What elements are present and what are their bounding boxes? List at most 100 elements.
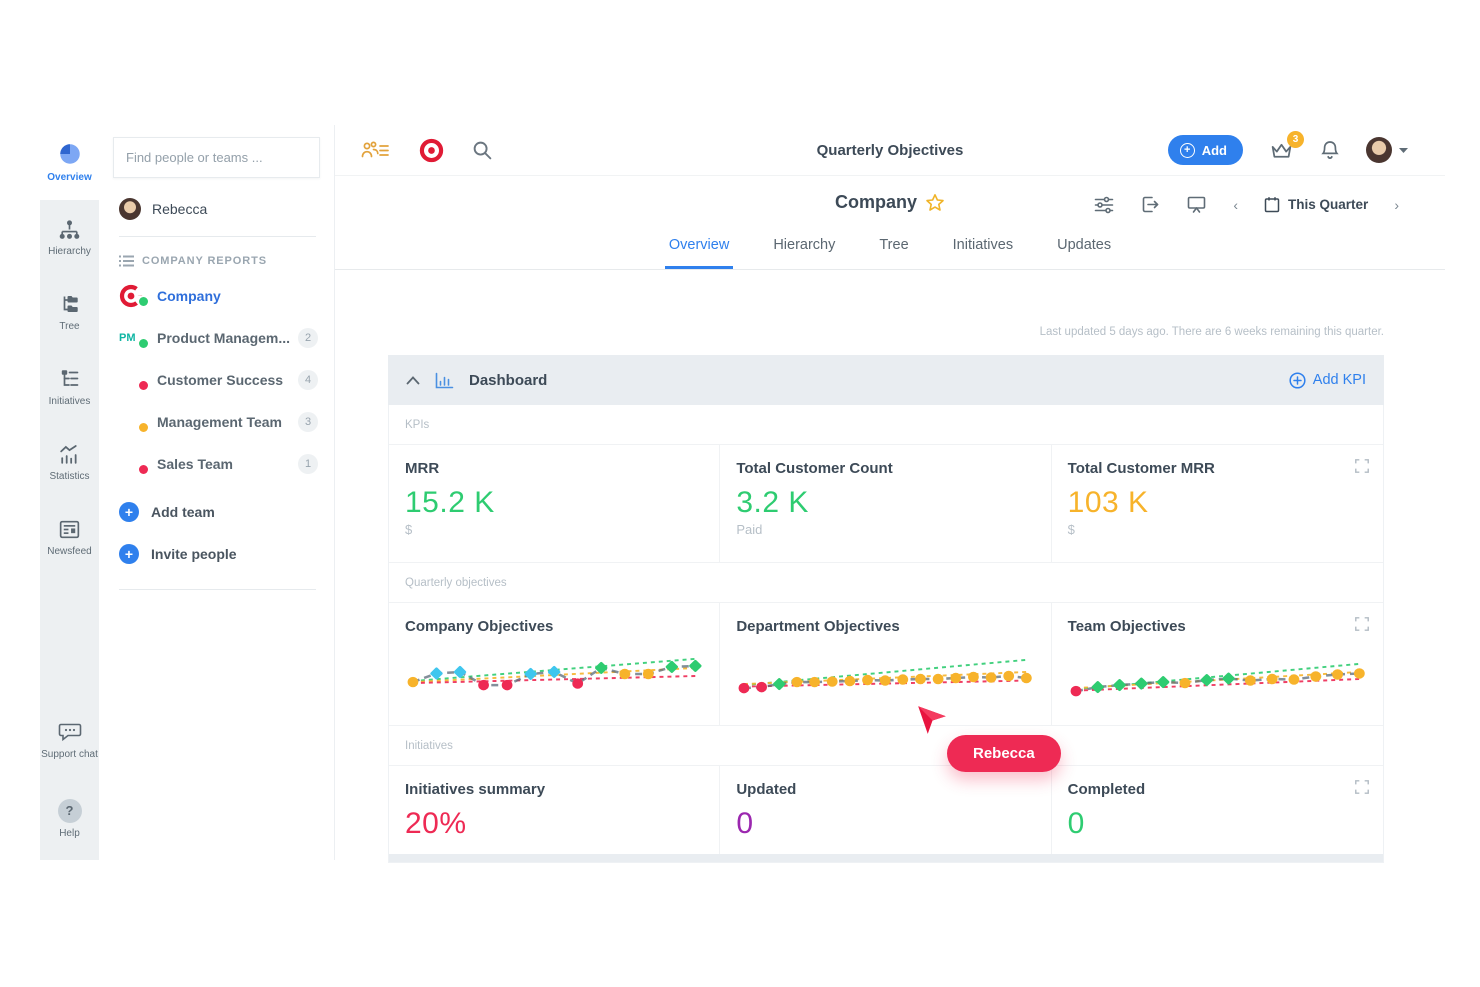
rail-item-hierarchy[interactable]: Hierarchy [40, 200, 99, 275]
tab-hierarchy[interactable]: Hierarchy [773, 237, 836, 253]
sidebar-item-product-management[interactable]: PM Product Managem... 2 [99, 317, 334, 359]
avatar [1366, 137, 1392, 163]
sidebar-item-sales-team[interactable]: Sales Team 1 [99, 443, 334, 485]
presentation-icon[interactable] [1186, 195, 1207, 214]
dashboard-title: Dashboard [469, 371, 548, 389]
tab-initiatives[interactable]: Initiatives [952, 237, 1014, 253]
rail-item-support-chat[interactable]: Support chat [40, 703, 99, 778]
upgrade-crown-button[interactable]: 3 [1269, 131, 1304, 160]
star-icon[interactable] [925, 193, 945, 213]
kpi-card-total-customer-mrr[interactable]: Total Customer MRR 103 K $ [1052, 445, 1383, 562]
card-title: MRR [405, 460, 440, 477]
chevron-down-icon [1399, 147, 1408, 153]
people-list-icon[interactable] [359, 140, 391, 160]
cursor-arrow-icon [918, 706, 946, 734]
pie-chart-icon [59, 144, 80, 164]
filter-sliders-icon[interactable] [1094, 196, 1114, 214]
card-value: 15.2 K [405, 486, 495, 519]
card-subtitle: Paid [736, 522, 763, 537]
card-value: 3.2 K [736, 486, 809, 519]
avatar [119, 198, 141, 220]
status-dot [139, 423, 148, 432]
page-toolbar: ‹ This Quarter › [1094, 195, 1399, 214]
count-badge: 4 [298, 370, 318, 390]
kpi-card-total-customer-count[interactable]: Total Customer Count 3.2 K Paid [720, 445, 1052, 562]
tab-updates[interactable]: Updates [1057, 237, 1112, 253]
action-label: Invite people [151, 546, 237, 562]
next-period-button[interactable]: › [1394, 196, 1399, 213]
card-completed[interactable]: Completed 0 [1052, 766, 1383, 854]
sidebar-item-customer-success[interactable]: Customer Success 4 [99, 359, 334, 401]
rail-item-help[interactable]: ? Help [40, 778, 99, 860]
divider [119, 589, 316, 590]
rail-label: Overview [47, 172, 92, 184]
count-badge: 2 [298, 328, 318, 348]
card-initiatives-summary[interactable]: Initiatives summary 20% [389, 766, 721, 854]
invite-people-button[interactable]: + Invite people [99, 533, 334, 575]
question-icon: ? [57, 798, 82, 823]
add-team-button[interactable]: + Add team [99, 491, 334, 533]
notification-badge: 3 [1287, 131, 1304, 148]
bullseye-logo-icon[interactable] [419, 138, 444, 163]
add-button[interactable]: + Add [1167, 135, 1243, 165]
add-kpi-button[interactable]: Add KPI [1289, 371, 1366, 389]
bar-chart-icon [435, 372, 454, 388]
search-input[interactable] [126, 150, 307, 165]
rail-item-initiatives[interactable]: Initiatives [40, 350, 99, 425]
sidebar: Rebecca COMPANY REPORTS Company PM Produ… [99, 125, 335, 860]
expand-icon[interactable] [1354, 458, 1370, 474]
card-updated[interactable]: Updated 0 [720, 766, 1052, 854]
entity-title: Company [834, 192, 917, 212]
plus-icon: + [119, 502, 139, 522]
folder-tree-icon [63, 295, 78, 312]
tab-tree[interactable]: Tree [879, 237, 909, 253]
chart-card-department-objectives[interactable]: Department Objectives [720, 603, 1052, 725]
next-section-strip[interactable] [389, 854, 1383, 862]
user-menu[interactable] [1366, 137, 1409, 163]
team-label: Sales Team [157, 456, 234, 472]
crown-icon [1271, 143, 1292, 158]
rail-item-tree[interactable]: Tree [40, 275, 99, 350]
rail-item-newsfeed[interactable]: Newsfeed [40, 500, 99, 575]
chart-card-company-objectives[interactable]: Company Objectives [389, 603, 721, 725]
card-value: 0 [736, 807, 754, 840]
topbar-left-icons [359, 138, 493, 163]
prev-period-button[interactable]: ‹ [1233, 196, 1239, 213]
chevron-up-icon[interactable] [406, 375, 420, 385]
bell-icon[interactable] [1320, 139, 1340, 161]
expand-icon[interactable] [1354, 616, 1370, 632]
sidebar-user-rebecca[interactable]: Rebecca [99, 184, 334, 232]
rail-item-overview[interactable]: Overview [40, 125, 99, 200]
card-title: Team Objectives [1067, 618, 1186, 635]
chart-card-team-objectives[interactable]: Team Objectives [1052, 603, 1383, 725]
rail-label: Support chat [41, 749, 98, 761]
export-icon[interactable] [1140, 195, 1160, 214]
sidebar-item-management-team[interactable]: Management Team 3 [99, 401, 334, 443]
period-selector[interactable]: This Quarter [1264, 196, 1368, 213]
list-tree-icon [61, 370, 78, 386]
card-value: 0 [1067, 807, 1085, 840]
rail-item-statistics[interactable]: Statistics [40, 425, 99, 500]
card-title: Department Objectives [736, 618, 900, 635]
tab-overview[interactable]: Overview [664, 227, 734, 269]
plus-icon: + [119, 544, 139, 564]
card-title: Company Objectives [405, 618, 554, 635]
card-title: Completed [1067, 781, 1146, 798]
rail-label: Hierarchy [48, 245, 91, 257]
team-logo [119, 452, 148, 476]
team-label: Management Team [157, 414, 282, 430]
sidebar-search[interactable] [113, 137, 320, 178]
team-objectives-sparkline [1070, 662, 1365, 697]
expand-icon[interactable] [1354, 779, 1370, 795]
dashboard-panel: Dashboard Add KPI KPIs MRR 15.2 K $ Tota… [388, 355, 1384, 863]
search-icon[interactable] [472, 140, 493, 161]
kpi-card-mrr[interactable]: MRR 15.2 K $ [389, 445, 721, 562]
sidebar-item-company[interactable]: Company [99, 275, 334, 317]
rail-label: Help [59, 827, 80, 839]
card-title: Updated [736, 781, 797, 798]
page-header: Company ‹ This Quarter › Overview Hierar… [335, 176, 1445, 270]
tabs: Overview Hierarchy Tree Initiatives Upda… [335, 227, 1445, 269]
status-dot [139, 381, 148, 390]
add-kpi-label: Add KPI [1312, 372, 1366, 388]
status-dot [139, 297, 148, 306]
